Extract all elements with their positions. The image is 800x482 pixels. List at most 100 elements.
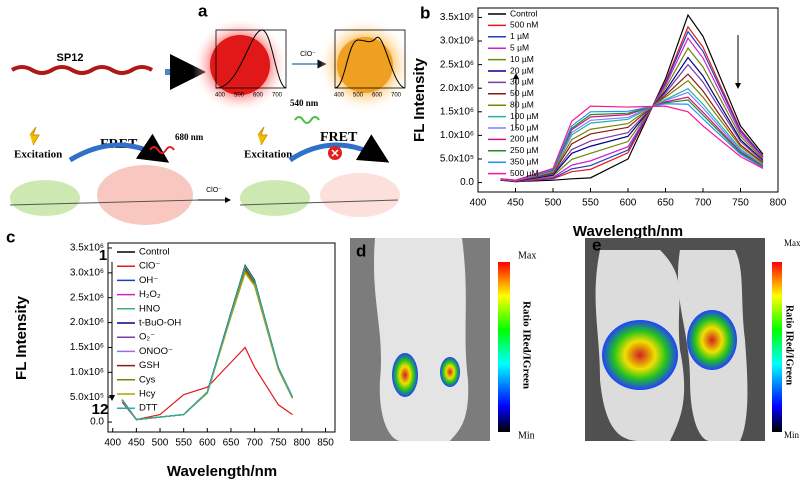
- x-tick-label: 750: [732, 198, 749, 209]
- x-tick-label: 850: [317, 438, 334, 449]
- signal-spot: [687, 310, 737, 370]
- inset-tick-label: 600: [253, 93, 264, 99]
- y-tick-label: 5.0x10⁵: [70, 392, 104, 403]
- chart-c: 400 450 500 550 600 650 700 750 800 850 0.0 5.0x10⁵…: [13, 242, 336, 480]
- inset-tick-label: 500: [234, 93, 245, 99]
- lightning-icon: [29, 126, 40, 146]
- oxidant-label: ClO⁻: [300, 51, 316, 58]
- x-tick-label: 500: [545, 198, 562, 209]
- x-tick-label: 400: [470, 198, 487, 209]
- legend-label: H₂O₂: [139, 289, 161, 300]
- data-line: [500, 105, 764, 181]
- nanoparticle: [337, 37, 393, 93]
- panel-label: c: [6, 227, 15, 246]
- legend-label: 200 µM: [510, 134, 539, 144]
- emission-label: 680 nm: [175, 132, 204, 142]
- x-tick-label: 750: [270, 438, 287, 449]
- data-line: [121, 346, 293, 421]
- colorbar-min: Min: [518, 430, 535, 441]
- y-tick-label: 1.5x10⁶: [440, 106, 474, 117]
- panel-a: a SP12 ClO⁻ 400 500 600 700 400 500 600 700 Exc…: [9, 1, 413, 225]
- y-axis-title: FL Intensity: [411, 57, 428, 142]
- colorbar-min: Min: [784, 430, 800, 440]
- annotation: 12: [92, 401, 109, 418]
- data-line: [500, 103, 764, 181]
- excitation-label: Excitation: [14, 149, 62, 161]
- inset-tick-label: 700: [391, 93, 402, 99]
- y-tick-label: 1.0x10⁶: [440, 130, 474, 141]
- inset-tick-label: 600: [372, 93, 383, 99]
- y-axis-title: FL Intensity: [13, 295, 30, 380]
- inset-frame: [215, 29, 287, 89]
- chart-b: 400 450 500 550 600 650 700 750 800 0.0 5.0x10⁵ 1.0…: [411, 7, 787, 240]
- y-tick-label: 3.0x10⁶: [70, 267, 104, 278]
- panel-e: e Max Min Ratio IRed/IGreen: [585, 235, 800, 441]
- legend-label: O₂⁻: [139, 332, 155, 343]
- arrow: [288, 134, 390, 163]
- legend-label: 1 µM: [510, 31, 529, 41]
- y-tick-label: 0.0: [460, 177, 474, 188]
- structure-backbone: [239, 199, 399, 206]
- legend-label: Control: [139, 247, 170, 258]
- acceptor-unit: [97, 165, 193, 225]
- legend-label: ONOO⁻: [139, 346, 173, 357]
- emission-label: 540 nm: [290, 98, 319, 108]
- legend-label: HNO: [139, 303, 160, 314]
- y-tick-label: 2.5x10⁶: [70, 292, 104, 303]
- data-line: [500, 30, 764, 182]
- y-tick-label: 3.5x10⁶: [70, 243, 104, 254]
- legend-label: 250 µM: [510, 145, 539, 155]
- inset-curve: [215, 29, 287, 89]
- x-tick-label: 650: [223, 438, 240, 449]
- legend-label: 150 µM: [510, 122, 539, 132]
- structure-backbone: [9, 199, 201, 206]
- y-tick-label: 2.0x10⁶: [70, 317, 104, 328]
- signal-spot: [602, 320, 678, 390]
- inset-tick-label: 500: [353, 93, 364, 99]
- y-tick-label: 2.5x10⁶: [440, 59, 474, 70]
- polymer-label: SP12: [57, 52, 84, 64]
- arrow: [68, 133, 170, 163]
- emission-wave: [294, 116, 320, 124]
- inset-curve: [334, 36, 406, 89]
- x-tick-label: 550: [582, 198, 599, 209]
- x-tick-label: 800: [770, 198, 787, 209]
- legend-label: t-BuO-OH: [139, 318, 181, 329]
- data-line: [500, 79, 764, 182]
- emission-wave: [149, 146, 175, 154]
- legend-label: OH⁻: [139, 275, 158, 286]
- legend-label: 20 µM: [510, 65, 534, 75]
- legend-label: 500 nM: [510, 20, 538, 30]
- data-line: [121, 264, 293, 421]
- colorbar: [772, 262, 782, 432]
- legend-label: 80 µM: [510, 99, 534, 109]
- signal-spot: [440, 357, 460, 387]
- y-tick-label: 3.5x10⁶: [440, 12, 474, 23]
- oxidant-label: ClO⁻: [206, 187, 222, 194]
- x-tick-label: 600: [620, 198, 637, 209]
- data-line: [500, 56, 764, 182]
- acceptor-unit: [320, 173, 400, 217]
- legend-label: 30 µM: [510, 77, 534, 87]
- colorbar-title: Ratio IRed/IGreen: [520, 301, 532, 389]
- x-axis-title: Wavelength/nm: [573, 223, 683, 240]
- legend-label: GSH: [139, 360, 160, 371]
- y-tick-label: 1.0x10⁶: [70, 367, 104, 378]
- lightning-icon: [257, 126, 268, 146]
- x-tick-label: 700: [695, 198, 712, 209]
- colorbar-max: Max: [518, 250, 536, 261]
- plot-frame: [107, 242, 336, 433]
- panel-label: b: [420, 3, 430, 22]
- panel-label: e: [592, 235, 601, 254]
- inset-tick-label: 400: [215, 93, 226, 99]
- data-line: [500, 73, 764, 182]
- polymer-chain: [10, 65, 154, 75]
- colorbar-title: Ratio IRed/IGreen: [784, 305, 795, 386]
- y-tick-label: 1.5x10⁶: [70, 342, 104, 353]
- block-icon: [331, 149, 339, 157]
- panel-label: a: [198, 1, 208, 20]
- data-line: [500, 63, 764, 182]
- donor-unit: [10, 180, 80, 216]
- legend-label: 10 µM: [510, 54, 534, 64]
